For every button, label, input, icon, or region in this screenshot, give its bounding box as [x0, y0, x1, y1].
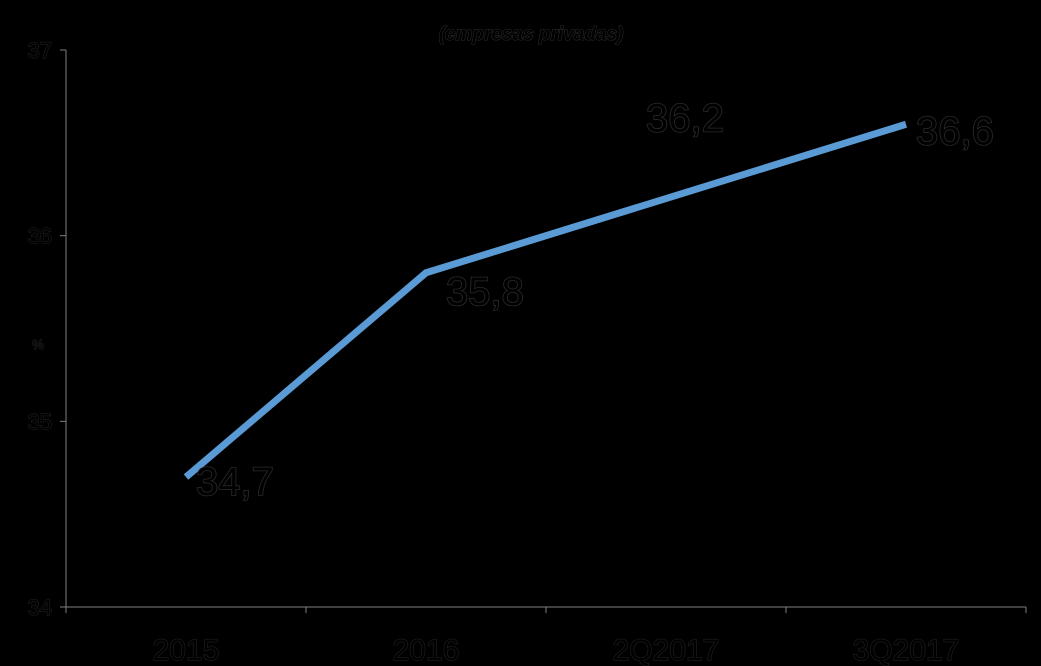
data-label: 36,2: [646, 97, 724, 141]
y-tick-label: 36: [28, 224, 52, 249]
x-tick-labels: 2015 2016 2Q2017 3Q2017: [65, 607, 1027, 666]
y-tick-label: 35: [28, 409, 52, 434]
data-label: 36,6: [916, 109, 994, 153]
x-tick-label: 2Q2017: [613, 634, 720, 666]
x-tick-label: 3Q2017: [853, 634, 960, 666]
chart-title: (empresas privadas): [439, 24, 624, 45]
series-line-group: [183, 120, 908, 480]
y-tick-label: 34: [28, 595, 52, 620]
y-tick-label: 37: [28, 38, 52, 63]
data-label: 34,7: [196, 460, 274, 504]
data-label: 35,8: [446, 270, 524, 314]
data-labels: 34,7 35,8 36,2 36,6: [195, 96, 994, 505]
y-tick-labels: 34 35 36 37: [27, 37, 66, 621]
y-axis-label: %: [32, 337, 44, 352]
series-line: [183, 120, 908, 480]
x-tick-label: 2015: [153, 634, 220, 666]
x-tick-label: 2016: [393, 634, 460, 666]
